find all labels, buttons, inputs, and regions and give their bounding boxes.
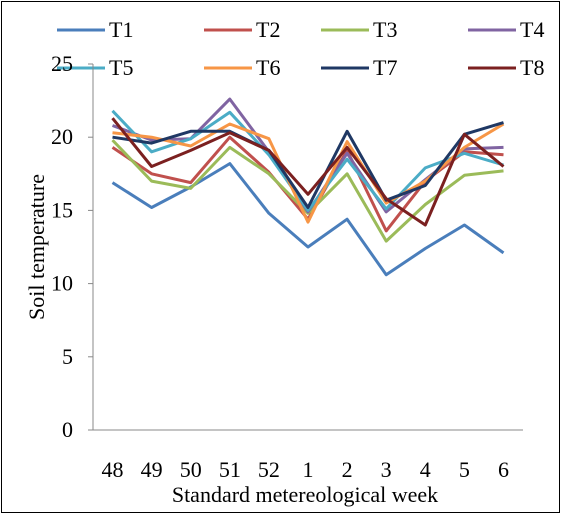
legend-label: T4 [520, 17, 544, 42]
y-tick-label: 5 [62, 344, 73, 369]
legend-label: T1 [109, 17, 133, 42]
y-tick-label: 10 [51, 271, 73, 296]
x-axis-title: Standard metereological week [172, 482, 438, 507]
x-tick-label: 1 [303, 457, 314, 482]
series-line-t8 [111, 117, 505, 227]
x-tick-label: 49 [141, 457, 163, 482]
x-axis: 48 49 50 51 52 1 2 3 4 5 6 [93, 429, 523, 482]
series-line-t7 [112, 121, 504, 209]
series-line-t1 [111, 162, 505, 277]
y-axis-title: Soil temperature [24, 174, 49, 320]
y-tick-label: 0 [62, 417, 73, 442]
legend-label: T5 [109, 55, 133, 80]
legend-item-t8: T8 [468, 55, 544, 80]
legend-item-t1: T1 [57, 17, 133, 42]
x-tick-label: 4 [420, 457, 431, 482]
legend-item-t3: T3 [321, 17, 397, 42]
legend-item-t6: T6 [204, 55, 280, 80]
y-tick-label: 15 [51, 197, 73, 222]
y-tick-label: 25 [51, 51, 73, 76]
legend-label: T7 [373, 55, 397, 80]
x-tick-label: 48 [102, 457, 124, 482]
x-tick-label: 52 [258, 457, 280, 482]
series-lines [111, 97, 505, 277]
legend-label: T6 [256, 55, 280, 80]
legend-item-t7: T7 [321, 55, 397, 80]
legend-label: T8 [520, 55, 544, 80]
legend-item-t5: T5 [57, 55, 133, 80]
x-tick-label: 50 [180, 457, 202, 482]
legend-item-t2: T2 [204, 17, 280, 42]
x-tick-label: 2 [342, 457, 353, 482]
x-tick-label: 3 [381, 457, 392, 482]
x-tick-label: 51 [219, 457, 241, 482]
x-tick-label: 6 [498, 457, 509, 482]
y-axis: 0 5 10 15 20 25 [51, 51, 94, 442]
legend-label: T2 [256, 17, 280, 42]
legend: T1 T2 T3 T4 T5 T6 T7 T8 [57, 17, 544, 80]
legend-item-t4: T4 [468, 17, 544, 42]
x-tick-label: 5 [459, 457, 470, 482]
legend-label: T3 [373, 17, 397, 42]
y-tick-label: 20 [51, 124, 73, 149]
series-line-t3 [111, 139, 504, 243]
